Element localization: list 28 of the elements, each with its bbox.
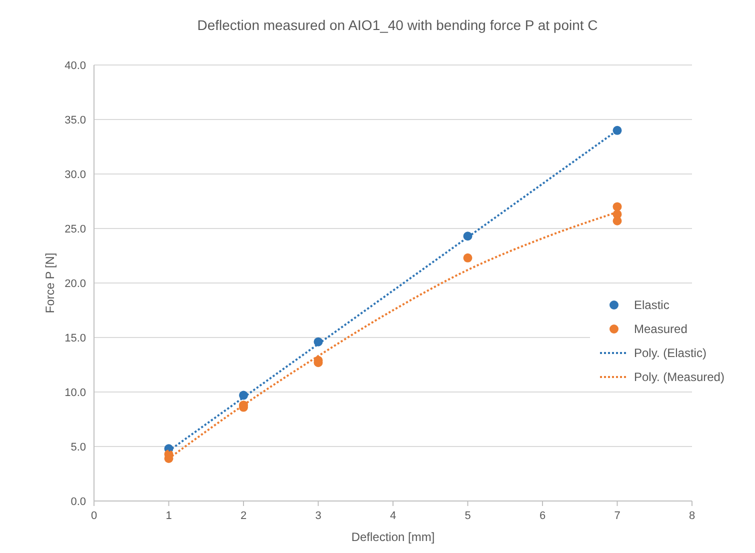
- x-tick-label: 2: [240, 510, 247, 522]
- y-tick-label: 10.0: [64, 387, 86, 399]
- x-tick-label: 4: [390, 510, 396, 522]
- x-axis-title: Deflection [mm]: [351, 530, 435, 544]
- chart-title: Deflection measured on AIO1_40 with bending force P at point C: [197, 17, 598, 33]
- y-tick-label: 40.0: [64, 60, 86, 72]
- y-tick-label: 25.0: [64, 224, 86, 236]
- y-tick-label: 5.0: [70, 442, 86, 454]
- legend-label: Measured: [634, 322, 688, 336]
- x-tick-label: 8: [688, 510, 696, 522]
- y-tick-label: 20.0: [64, 278, 86, 290]
- point: [463, 253, 472, 262]
- y-tick-label: 0.0: [70, 496, 86, 508]
- point: [612, 126, 622, 135]
- point: [612, 202, 622, 212]
- legend-label: Poly. (Elastic): [634, 346, 706, 360]
- y-tick-label: 35.0: [64, 114, 86, 126]
- x-tick-label: 1: [166, 510, 172, 522]
- y-axis-title: Force P [N]: [43, 252, 57, 314]
- x-tick-label: 3: [315, 510, 322, 522]
- x-tick-label: 5: [464, 510, 471, 522]
- x-tick-label: 0: [90, 510, 98, 522]
- y-tick-label: 30.0: [64, 169, 86, 181]
- x-tick-label: 6: [539, 510, 546, 522]
- y-tick-label: 15.0: [64, 332, 86, 344]
- legend-label: Poly. (Measured): [634, 370, 724, 384]
- x-tick-label: 7: [614, 510, 620, 522]
- legend-label: Elastic: [634, 298, 670, 312]
